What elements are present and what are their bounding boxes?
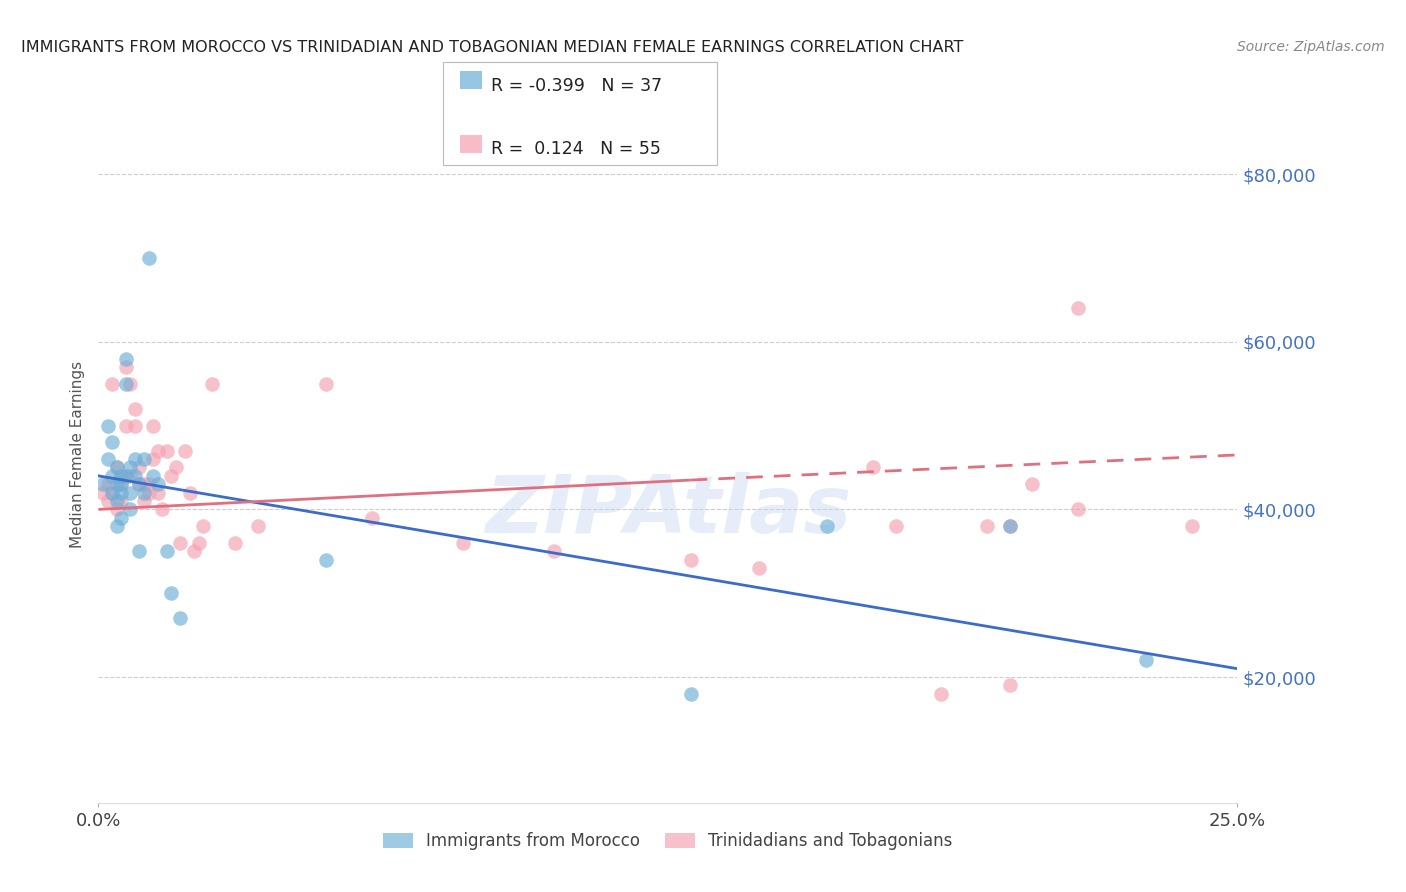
Point [91,485,114,500]
Point [156,544,179,558]
Point [998,519,1021,533]
Point [1181,519,1204,533]
Point [96,452,118,467]
Point [120,468,142,483]
Point [862,460,884,475]
Point [110,510,132,524]
Point [96,477,118,491]
Point [132,477,155,491]
Point [315,376,337,391]
Point [543,544,565,558]
Point [1067,301,1090,316]
Point [120,376,142,391]
Point [169,611,191,625]
Point [105,494,128,508]
Point [124,468,146,483]
Point [193,519,215,533]
Point [105,502,128,516]
Point [114,468,136,483]
Point [105,460,128,475]
Point [815,519,838,533]
Text: ZIPAtlas: ZIPAtlas [485,472,851,549]
Point [114,418,136,433]
Point [128,544,150,558]
Point [156,443,179,458]
Point [120,460,142,475]
Point [679,552,702,566]
Point [451,536,474,550]
Point [101,435,124,450]
Point [138,251,160,265]
Point [748,561,770,575]
Point [146,477,169,491]
Point [201,376,224,391]
Point [929,687,952,701]
Point [142,468,165,483]
Legend: Immigrants from Morocco, Trinidadians and Tobagonians: Immigrants from Morocco, Trinidadians an… [377,826,959,857]
Point [976,519,998,533]
Point [187,536,209,550]
Point [105,460,128,475]
Point [101,376,124,391]
Point [1021,477,1043,491]
Point [179,485,201,500]
Point [124,401,146,416]
Point [160,586,183,600]
Point [91,477,114,491]
Point [124,418,146,433]
Point [120,502,142,516]
Point [183,544,205,558]
Point [998,519,1021,533]
Point [114,351,136,366]
Point [114,359,136,374]
Point [146,443,169,458]
Point [128,460,150,475]
Point [101,468,124,483]
Point [150,502,173,516]
Point [998,678,1021,692]
Point [110,477,132,491]
Text: R =  0.124   N = 55: R = 0.124 N = 55 [491,140,661,158]
Point [884,519,907,533]
Point [96,418,118,433]
Y-axis label: Median Female Earnings: Median Female Earnings [70,361,86,549]
Point [132,452,155,467]
Point [246,519,269,533]
Point [101,485,124,500]
Point [360,510,382,524]
Point [679,687,702,701]
Point [138,485,160,500]
Point [96,494,118,508]
Point [142,418,165,433]
Point [128,477,150,491]
Point [124,452,146,467]
Point [169,536,191,550]
Point [165,460,187,475]
Point [110,468,132,483]
Point [105,477,128,491]
Point [110,485,132,500]
Point [114,376,136,391]
Point [105,519,128,533]
Point [110,494,132,508]
Point [101,485,124,500]
Point [174,443,197,458]
Point [146,485,169,500]
Point [224,536,246,550]
Point [120,485,142,500]
Point [128,477,150,491]
Point [315,552,337,566]
Point [1067,502,1090,516]
Point [132,485,155,500]
Point [142,452,165,467]
Point [110,477,132,491]
Point [138,477,160,491]
Point [160,468,183,483]
Text: Source: ZipAtlas.com: Source: ZipAtlas.com [1237,40,1385,54]
Text: IMMIGRANTS FROM MOROCCO VS TRINIDADIAN AND TOBAGONIAN MEDIAN FEMALE EARNINGS COR: IMMIGRANTS FROM MOROCCO VS TRINIDADIAN A… [21,40,963,55]
Text: R = -0.399   N = 37: R = -0.399 N = 37 [491,77,662,95]
Point [110,468,132,483]
Point [1135,653,1157,667]
Point [132,494,155,508]
